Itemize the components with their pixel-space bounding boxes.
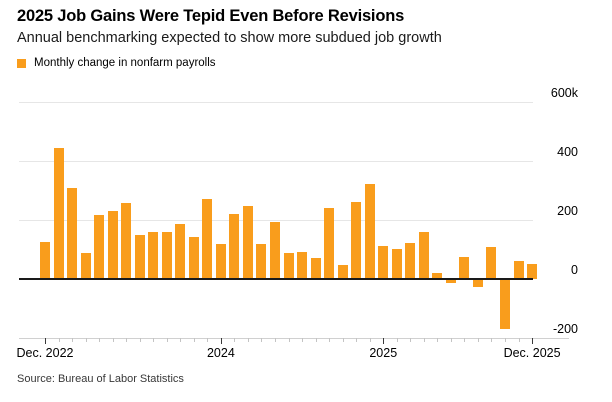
payroll-bar xyxy=(161,231,172,279)
payroll-bar xyxy=(270,221,280,279)
payroll-bar xyxy=(297,252,308,279)
y-gridline xyxy=(19,220,533,221)
payroll-bar xyxy=(148,232,159,279)
payroll-bar xyxy=(310,257,321,279)
payroll-bar xyxy=(391,248,402,279)
payroll-bar xyxy=(486,246,497,279)
payroll-bar xyxy=(378,245,389,279)
zero-baseline xyxy=(19,278,533,280)
x-minor-tick xyxy=(99,338,101,342)
x-minor-tick xyxy=(491,338,493,342)
payroll-bar xyxy=(242,206,253,279)
payroll-bar xyxy=(405,243,416,279)
x-minor-tick xyxy=(396,338,398,342)
x-axis-line xyxy=(19,338,569,339)
x-minor-tick xyxy=(234,338,236,342)
y-axis-label: -200 xyxy=(552,322,578,336)
x-minor-tick xyxy=(288,338,290,342)
payroll-bar xyxy=(94,214,105,279)
x-axis-label: Dec. 2022 xyxy=(16,346,74,360)
x-major-tick xyxy=(383,338,385,344)
x-minor-tick xyxy=(193,338,195,342)
x-minor-tick xyxy=(275,338,276,342)
y-axis-label: 200 xyxy=(557,204,578,218)
x-minor-tick xyxy=(247,338,249,342)
x-minor-tick xyxy=(315,338,317,342)
payroll-bar xyxy=(202,199,213,279)
x-axis-label: 2025 xyxy=(369,346,398,360)
x-minor-tick xyxy=(369,338,371,342)
legend-label: Monthly change in nonfarm payrolls xyxy=(34,57,216,69)
x-minor-tick xyxy=(180,338,182,342)
payroll-bar xyxy=(40,241,50,279)
payroll-bar xyxy=(175,223,186,279)
payroll-bar xyxy=(432,272,443,279)
legend-swatch-icon xyxy=(17,58,26,68)
payroll-bar xyxy=(500,279,511,330)
payroll-bar xyxy=(351,201,362,279)
payroll-bar xyxy=(256,243,267,279)
source-note: Source: Bureau of Labor Statistics xyxy=(17,373,184,385)
x-minor-tick xyxy=(450,338,452,342)
x-major-tick xyxy=(45,338,46,344)
x-major-tick xyxy=(532,338,534,344)
payroll-bar xyxy=(67,188,78,279)
legend: Monthly change in nonfarm payrolls xyxy=(17,57,216,69)
y-gridline xyxy=(19,102,533,103)
x-minor-tick xyxy=(112,338,114,342)
payroll-bar xyxy=(418,232,429,279)
x-axis-label: 2024 xyxy=(206,346,235,360)
payroll-bar xyxy=(188,236,199,279)
payroll-bar xyxy=(134,234,145,279)
payroll-bar xyxy=(445,279,456,284)
x-minor-tick xyxy=(518,338,520,342)
x-minor-tick xyxy=(356,338,358,342)
x-minor-tick xyxy=(85,338,87,342)
payroll-bar xyxy=(337,265,348,279)
chart-subtitle: Annual benchmarking expected to show mor… xyxy=(17,30,442,46)
payroll-bar xyxy=(364,184,375,279)
payroll-bar xyxy=(513,261,524,279)
y-axis-label: 400 xyxy=(557,145,578,159)
payroll-bar xyxy=(283,252,294,279)
x-major-tick xyxy=(220,338,222,344)
x-minor-tick xyxy=(423,338,425,342)
x-minor-tick xyxy=(153,338,155,342)
x-minor-tick xyxy=(261,338,263,342)
payroll-bar xyxy=(215,243,226,279)
x-minor-tick xyxy=(505,338,507,342)
x-minor-tick xyxy=(342,338,344,342)
y-gridline xyxy=(19,161,533,162)
page-title: 2025 Job Gains Were Tepid Even Before Re… xyxy=(17,7,405,25)
payroll-bar xyxy=(80,252,91,279)
x-minor-tick xyxy=(207,338,209,342)
payroll-bar xyxy=(472,279,483,287)
x-minor-tick xyxy=(166,338,168,342)
payroll-bar xyxy=(324,207,335,279)
x-minor-tick xyxy=(139,338,141,342)
payroll-bar xyxy=(107,211,118,279)
x-minor-tick xyxy=(410,338,412,342)
x-minor-tick xyxy=(329,338,331,342)
x-minor-tick xyxy=(477,338,479,342)
y-axis-label: 0 xyxy=(571,263,578,277)
x-minor-tick xyxy=(72,338,74,342)
x-axis-label: Dec. 2025 xyxy=(503,346,561,360)
x-minor-tick xyxy=(464,338,466,342)
x-minor-tick xyxy=(58,338,60,342)
payroll-bar xyxy=(229,213,240,279)
x-minor-tick xyxy=(302,338,304,342)
payroll-bar xyxy=(527,263,538,279)
x-minor-tick xyxy=(437,338,439,342)
payroll-bar xyxy=(459,257,470,279)
payroll-bar xyxy=(121,202,132,279)
payroll-bar xyxy=(53,148,64,279)
x-minor-tick xyxy=(126,338,128,342)
y-axis-label: 600k xyxy=(550,86,578,100)
